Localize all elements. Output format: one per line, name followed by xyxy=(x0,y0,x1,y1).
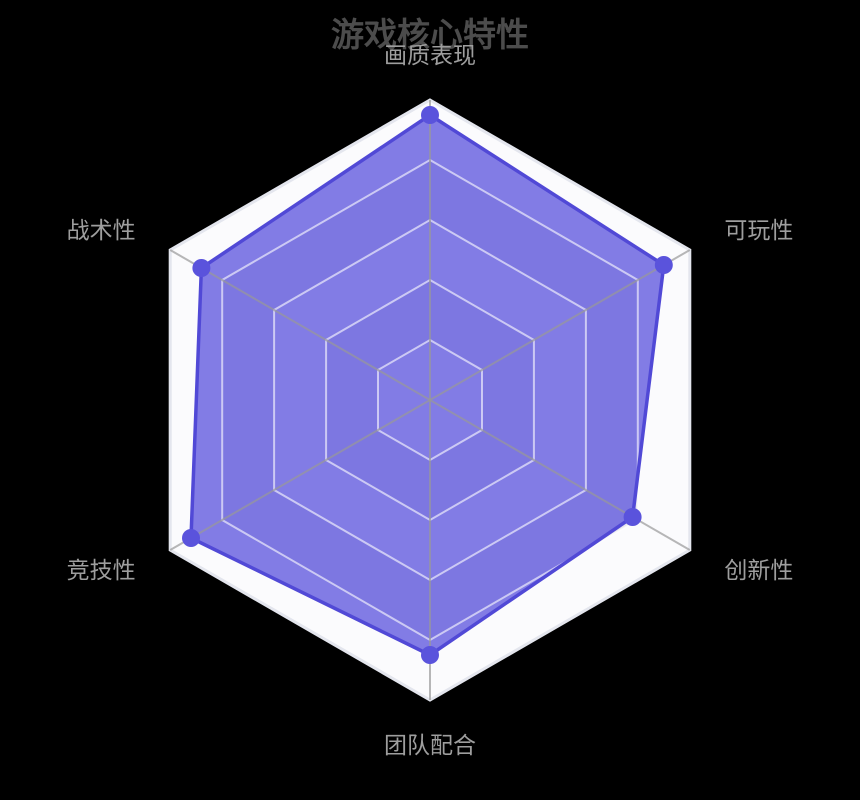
data-area xyxy=(191,115,664,655)
chart-title: 游戏核心特性 xyxy=(331,16,529,53)
data-point-1[interactable] xyxy=(654,256,673,274)
axis-line-5 xyxy=(169,249,431,401)
axis-label-2: 创新性 xyxy=(724,557,793,583)
axis-label-4: 竞技性 xyxy=(67,557,136,583)
axis-label-0: 画质表现 xyxy=(384,42,476,68)
data-point-4[interactable] xyxy=(182,529,200,547)
data-point-3[interactable] xyxy=(421,646,439,664)
data-point-2[interactable] xyxy=(623,508,642,526)
data-point-0[interactable] xyxy=(421,106,439,124)
axis-label-3: 团队配合 xyxy=(384,732,476,758)
data-point-5[interactable] xyxy=(192,259,211,277)
axis-line-2 xyxy=(429,399,691,551)
axis-label-5: 战术性 xyxy=(67,217,136,243)
axis-line-4 xyxy=(169,399,431,551)
axis-label-1: 可玩性 xyxy=(724,217,793,243)
axis-line-1 xyxy=(429,249,691,401)
